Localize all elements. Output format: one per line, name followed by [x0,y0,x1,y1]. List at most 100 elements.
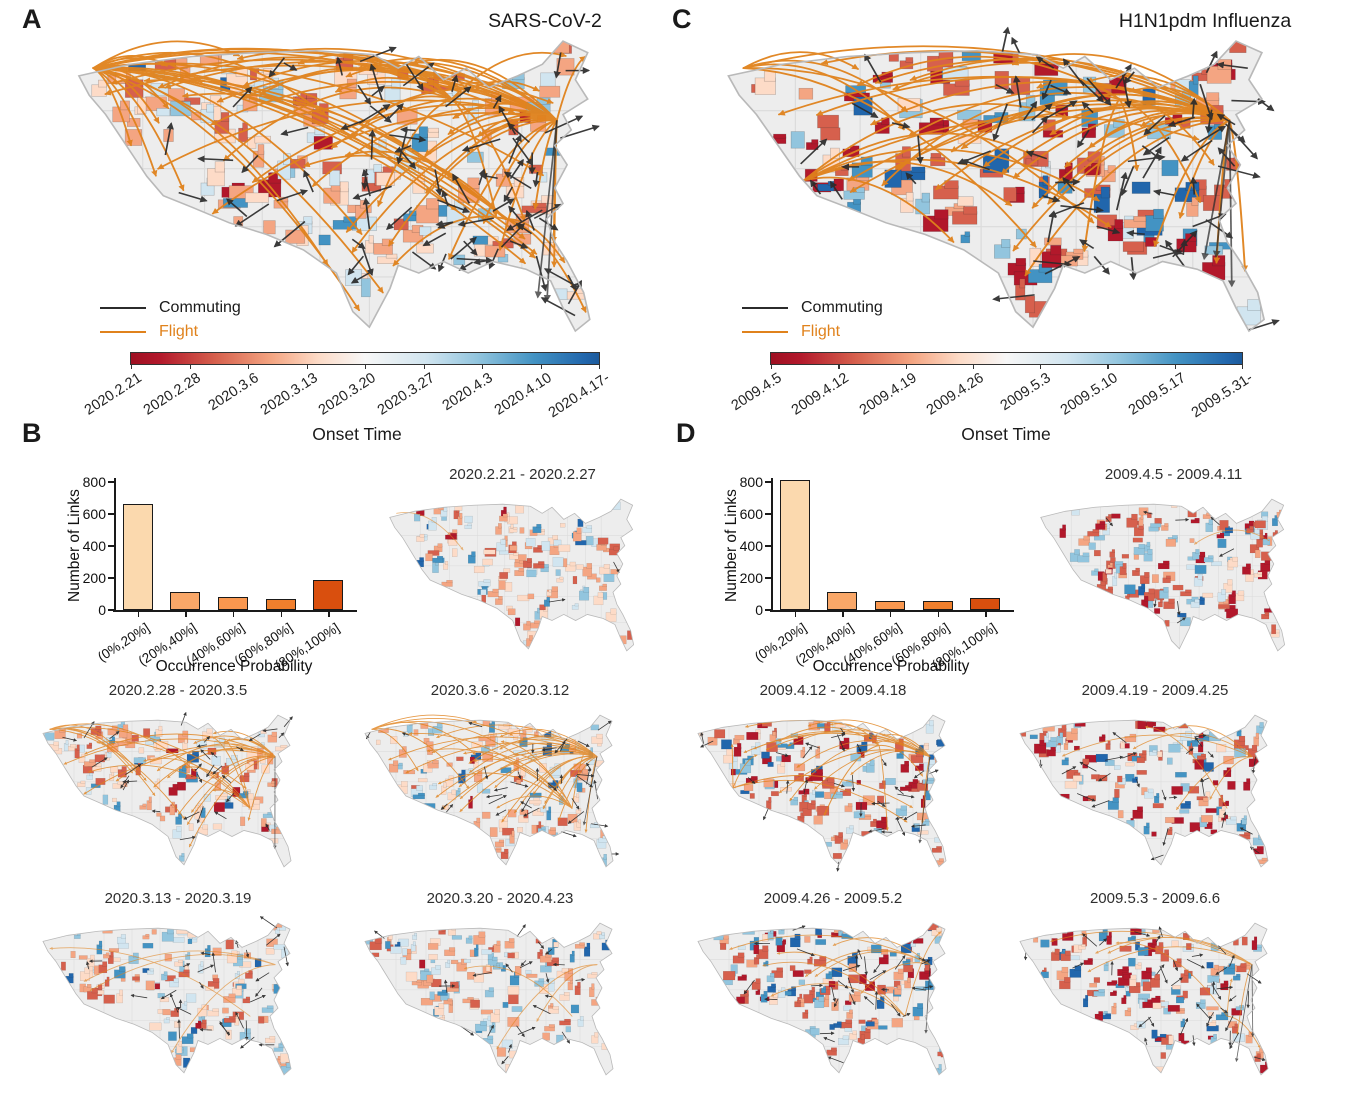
map-card-b5: 2020.3.20 - 2020.4.23 [350,890,650,1091]
colorbar-tick [306,365,308,369]
links-histogram-d: Number of Links Occurrence Probability 0… [719,452,1049,712]
colorbar-tick [972,365,975,369]
y-tick [108,481,114,483]
y-tick [765,577,771,579]
panel-d-label: D [676,418,696,448]
x-tick [185,612,187,617]
us-map-b5 [364,922,614,1076]
colorbar-tick [482,365,484,369]
x-axis [770,610,1014,612]
y-tick [108,609,114,611]
y-axis [114,478,116,611]
colorbar-tick-label: 2020.3.6 [205,370,262,415]
us-map-d2 [697,714,947,872]
us-map-d3 [1019,714,1269,868]
onset-time-label-a: Onset Time [312,424,402,444]
y-tick-label: 0 [98,602,106,618]
map-title: 2009.4.5 - 2009.4.11 [1104,466,1243,483]
colorbar-tick-label: 2020.4.10 [491,370,555,419]
bar-(20%,40%] [827,591,858,610]
commuting-line-icon [100,306,146,310]
bar-(80%,100%] [970,598,1001,610]
bar-(40%,60%] [875,601,905,610]
colorbar-tick [1107,365,1109,369]
colorbar-tick [771,365,773,369]
us-map-sars-cov-2 [77,40,600,333]
us-map-d4 [697,922,947,1076]
onset-time-colorbar-c: 2009.4.5 2009.4.12 2009.4.19 2009.4.26 2009.… [729,352,1256,421]
y-tick [108,545,114,547]
colorbar-tick [1040,365,1042,369]
colorbar-tick-label: 2009.4.19 [856,370,920,419]
map-card-d2: 2009.4.12 - 2009.4.18 [683,682,983,883]
bar-(60%,80%] [922,601,953,610]
map-card-d1: 2009.4.5 - 2009.4.11 [1026,466,1321,667]
colorbar-tick-label: 2020.2.21 [81,370,145,419]
colorbar-tick-label: 2009.5.31- [1188,370,1256,422]
x-tick [137,612,140,617]
us-map-h1n1 [727,26,1280,333]
flight-line-icon [100,330,146,334]
y-tick-label: 400 [82,538,106,554]
x-axis-label: Occurrence Probability [155,658,313,675]
colorbar-tick-label: 2009.5.17 [1125,370,1189,419]
map-card-b2: 2020.2.28 - 2020.3.5 [28,682,328,883]
us-map-b2 [42,711,293,868]
panel-b-label: B [22,418,42,448]
x-tick [794,612,797,617]
y-tick-label: 200 [82,570,106,586]
map-title: 2020.2.21 - 2020.2.27 [449,466,596,483]
bar-(20%,40%] [170,592,201,610]
colorbar-tick-label: 2020.3.13 [257,370,321,419]
colorbar-tick-label: 2009.5.3 [997,370,1054,415]
us-map-d1 [1040,498,1286,652]
x-tick [280,612,282,617]
legend-flight-label: Flight [159,323,199,340]
legend-commuting-label: Commuting [159,299,241,316]
x-tick [985,612,987,617]
colorbar-tick-label: 2020.2.28 [140,370,204,419]
panel-c-legend: Commuting Flight [742,296,883,344]
colorbar-tick [365,365,367,369]
map-card-d3: 2009.4.19 - 2009.4.25 [1005,682,1305,883]
legend-commuting-label: Commuting [801,299,883,316]
map-title: 2009.4.12 - 2009.4.18 [759,682,907,699]
colorbar-tick [599,365,601,369]
colorbar-tick-label: 2009.4.26 [923,370,987,419]
us-map-b3 [364,714,620,868]
y-axis [771,478,773,611]
us-map-d5 [1019,922,1269,1076]
map-title: 2009.4.26 - 2009.5.2 [763,890,903,907]
panel-a-label: A [22,4,42,34]
panel-a-title: SARS-CoV-2 [488,10,602,32]
colorbar-tick-label: 2009.4.12 [789,370,852,419]
map-title: 2020.2.28 - 2020.3.5 [108,682,248,699]
panel-c-title: H1N1pdm Influenza [1118,10,1292,32]
us-map-b1 [389,498,635,652]
colorbar-tick-label: 2020.3.27 [374,370,438,419]
y-tick-label: 400 [739,538,763,554]
bar-(60%,80%] [265,598,296,610]
flight-line-icon [742,330,788,334]
map-title: 2020.3.20 - 2020.4.23 [426,890,574,907]
colorbar-tick-label: 2009.4.5 [728,370,785,415]
colorbar-tick [540,365,542,369]
onset-time-label-c: Onset Time [961,424,1051,444]
map-title: 2020.3.6 - 2020.3.12 [430,682,570,699]
colorbar-tick [423,365,425,369]
y-tick [108,513,114,515]
colorbar-tick-label: 2020.4.3 [439,370,496,415]
map-title: 2009.5.3 - 2009.6.6 [1089,890,1221,907]
colorbar-tick [905,365,907,369]
colorbar-tick-label: 2009.5.10 [1058,370,1122,419]
map-card-b4: 2020.3.13 - 2020.3.19 [28,890,328,1091]
x-tick [937,612,939,617]
map-title: 2020.3.13 - 2020.3.19 [104,890,252,907]
y-tick-label: 600 [82,506,106,522]
y-tick [765,513,771,515]
y-tick-label: 800 [82,474,106,490]
map-card-d4: 2009.4.26 - 2009.5.2 [683,890,983,1091]
x-axis [113,610,357,612]
x-tick [233,612,235,617]
